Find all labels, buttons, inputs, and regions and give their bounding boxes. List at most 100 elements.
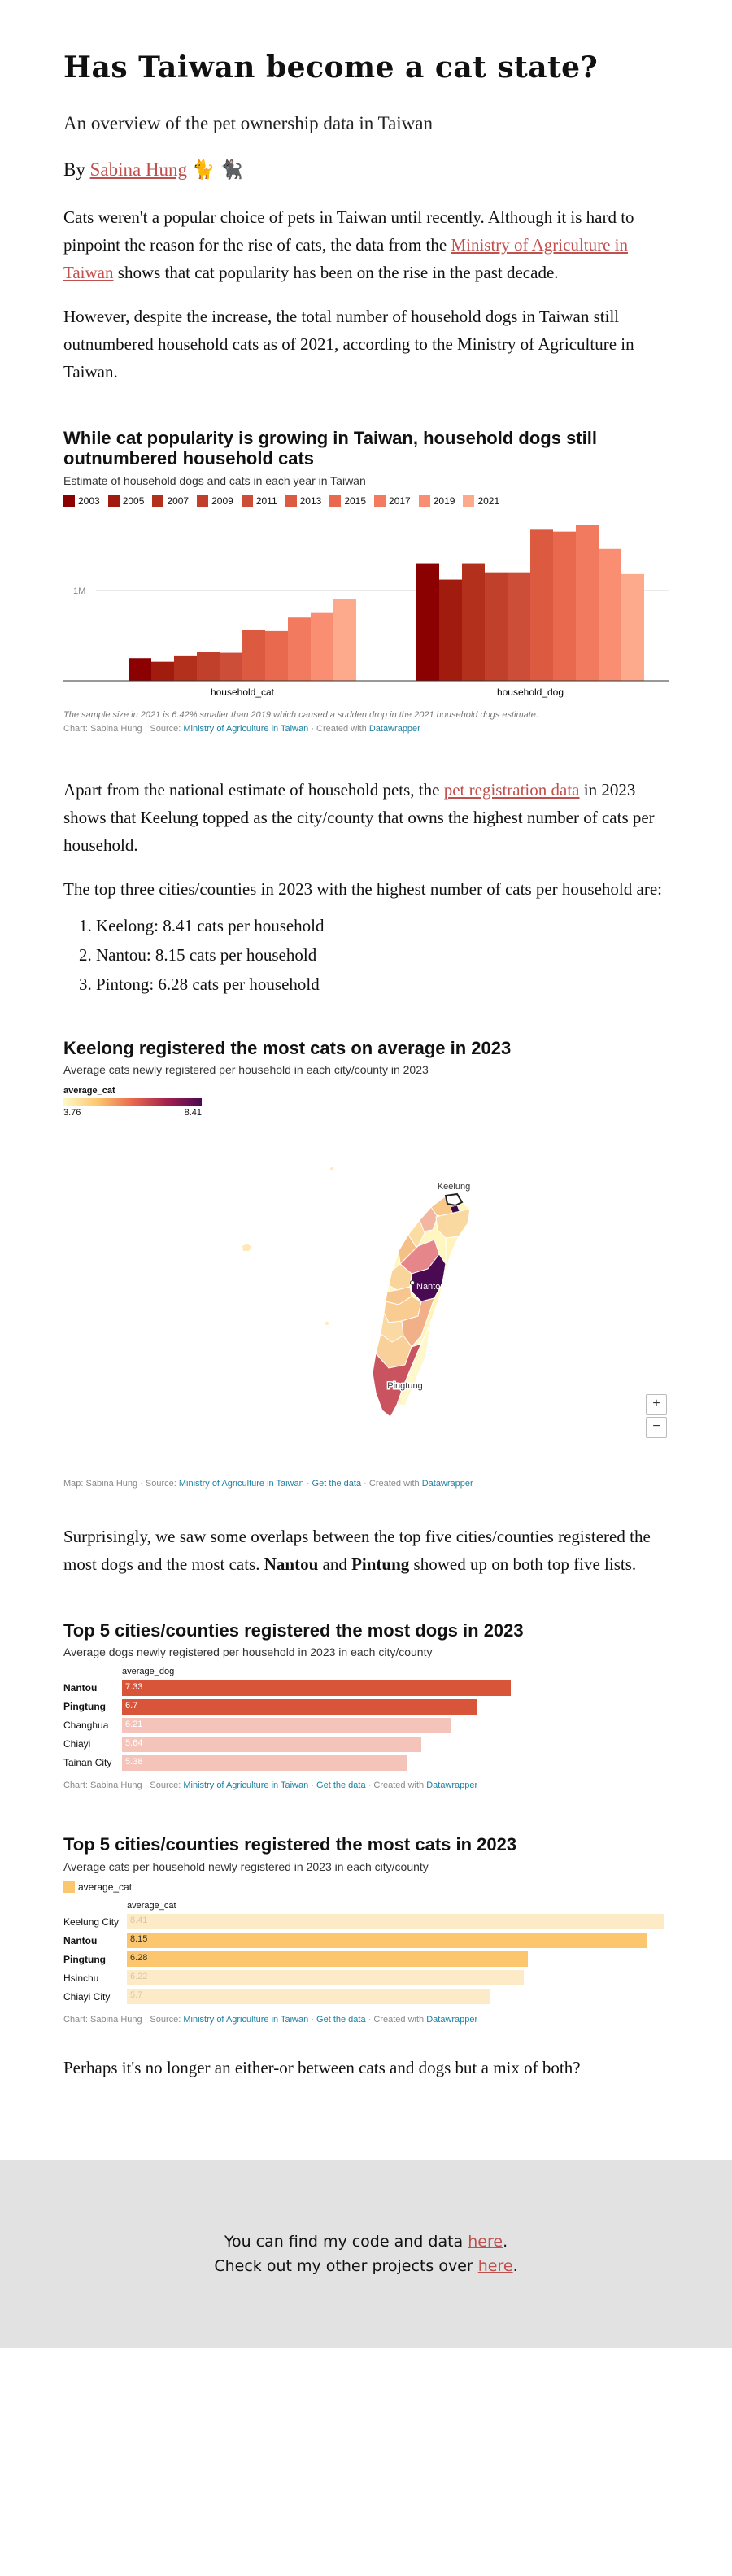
legend-swatch — [107, 495, 120, 507]
footer-text: You can find my code and data — [224, 2232, 464, 2251]
bar[interactable] — [462, 563, 485, 681]
credit-created: · Created with — [368, 1781, 425, 1791]
zoom-out-button[interactable]: − — [646, 1416, 667, 1438]
page-footer: You can find my code and data here. Chec… — [0, 2159, 732, 2348]
datawrapper-link[interactable]: Datawrapper — [368, 723, 420, 734]
legend-swatch — [374, 495, 386, 507]
bar[interactable] — [439, 579, 462, 681]
table-row[interactable]: Pingtung 6.7 — [63, 1698, 519, 1715]
paragraph-dogs: However, despite the increase, the total… — [63, 307, 634, 382]
code-data-link[interactable]: here — [468, 2232, 503, 2251]
table-row[interactable]: Nantou 8.15 — [63, 1933, 669, 1949]
bar[interactable] — [129, 658, 151, 681]
overlap-text-b: showed up on both top five lists. — [413, 1554, 637, 1575]
cats-chart-subtitle: Average cats per household newly registe… — [63, 1859, 429, 1873]
region-keelung[interactable] — [444, 1192, 464, 1207]
table-row[interactable]: Tainan City 5.38 — [63, 1754, 519, 1771]
bar — [122, 1754, 407, 1771]
bar-value: 8.41 — [130, 1916, 148, 1926]
zoom-in-button[interactable]: + — [646, 1393, 667, 1415]
top3-list: Keelong: 8.41 cats per household Nantou:… — [63, 911, 669, 999]
table-row[interactable]: Nantou 7.33 — [63, 1680, 519, 1696]
bar[interactable] — [311, 612, 333, 681]
bar[interactable] — [485, 572, 508, 681]
datawrapper-link[interactable]: Datawrapper — [426, 1781, 478, 1791]
table-row[interactable]: Chiayi City 5.7 — [63, 1989, 669, 2005]
row-label: Pingtung — [63, 1701, 106, 1713]
author-link[interactable]: Sabina Hung — [89, 159, 188, 181]
get-data-link[interactable]: Get the data — [312, 1479, 362, 1489]
source-link[interactable]: Ministry of Agriculture in Taiwan — [183, 1781, 309, 1791]
table-row[interactable]: Keelung City 8.41 — [63, 1914, 669, 1930]
household-bar-chart: 1M household_cat household_dog — [63, 525, 669, 698]
row-label: Chiayi — [63, 1738, 91, 1750]
bar[interactable] — [576, 525, 599, 681]
region-yilan[interactable] — [435, 1208, 471, 1239]
footer-text: Check out my other projects over — [214, 2256, 473, 2275]
bar[interactable] — [508, 572, 530, 681]
registration-link[interactable]: pet registration data — [443, 779, 580, 800]
cats-chart-title: Top 5 cities/counties registered the mos… — [63, 1834, 517, 1855]
list-item: Nantou: 8.15 cats per household — [96, 940, 669, 970]
map-legend-title: average_cat — [63, 1086, 115, 1096]
source-link[interactable]: Ministry of Agriculture in Taiwan — [178, 1479, 304, 1489]
region-taitung[interactable] — [396, 1320, 432, 1406]
bar-value: 6.28 — [130, 1953, 148, 1964]
table-row[interactable]: Changhua 6.21 — [63, 1717, 519, 1733]
legend-label: 2009 — [211, 495, 233, 507]
legend-label: 2015 — [344, 495, 367, 507]
bar[interactable] — [197, 652, 220, 681]
dogs-top5-chart: Top 5 cities/counties registered the mos… — [63, 1620, 669, 1790]
bar[interactable] — [242, 630, 265, 681]
bar-track: 8.15 — [127, 1933, 664, 1949]
overlap-pintung: Pintung — [351, 1554, 410, 1575]
registration-text-a: Apart from the national estimate of hous… — [63, 779, 440, 800]
bar[interactable] — [174, 655, 197, 681]
ministry-link[interactable]: Ministry of Agriculture in Taiwan — [63, 235, 628, 283]
penghu-region[interactable] — [242, 1244, 251, 1252]
bar[interactable] — [530, 529, 553, 681]
legend-label: 2021 — [477, 495, 500, 507]
bar[interactable] — [599, 548, 621, 681]
bar[interactable] — [220, 652, 242, 681]
legend-swatch — [63, 495, 75, 507]
table-row[interactable]: Pingtung 6.28 — [63, 1951, 669, 1968]
bar-value: 7.33 — [125, 1681, 143, 1692]
map-legend-gradient — [63, 1098, 202, 1107]
credit-prefix: Chart: Sabina Hung · Source: — [63, 723, 181, 734]
dogs-chart-credit: Chart: Sabina Hung · Source: Ministry of… — [63, 1781, 669, 1790]
source-link[interactable]: Ministry of Agriculture in Taiwan — [183, 2014, 309, 2025]
bar-track: 8.41 — [127, 1914, 664, 1930]
datawrapper-link[interactable]: Datawrapper — [421, 1479, 473, 1489]
legend-swatch — [463, 495, 475, 507]
row-label: Hsinchu — [63, 1972, 99, 1984]
bar — [122, 1698, 477, 1715]
dogs-chart-subtitle: Average dogs newly registered per househ… — [63, 1645, 433, 1659]
legend-min: 3.76 — [63, 1108, 81, 1118]
paragraph-registration: Apart from the national estimate of hous… — [63, 776, 669, 859]
credit-prefix: Chart: Sabina Hung · Source: — [63, 1781, 181, 1791]
household-chart-title: While cat popularity is growing in Taiwa… — [63, 428, 597, 469]
bar[interactable] — [333, 599, 356, 681]
get-data-link[interactable]: Get the data — [316, 1781, 366, 1791]
bar[interactable] — [265, 630, 288, 681]
credit-created: · Created with — [368, 2014, 425, 2025]
projects-link[interactable]: here — [477, 2256, 513, 2275]
get-data-link[interactable]: Get the data — [316, 2014, 366, 2025]
row-label: Chiayi City — [63, 1990, 111, 2003]
bar[interactable] — [416, 563, 439, 681]
table-row[interactable]: Hsinchu 6.22 — [63, 1970, 669, 1986]
bar[interactable] — [553, 531, 576, 681]
bar-value: 6.7 — [125, 1700, 138, 1711]
row-label: Changhua — [63, 1720, 109, 1732]
bar-track: 6.22 — [127, 1970, 664, 1986]
legend-label: 2017 — [389, 495, 411, 507]
bar[interactable] — [621, 573, 644, 681]
bar[interactable] — [151, 661, 174, 681]
table-row[interactable]: Chiayi 5.64 — [63, 1736, 519, 1752]
source-link[interactable]: Ministry of Agriculture in Taiwan — [183, 723, 309, 734]
taiwan-map[interactable]: Keelung Nantou Pingtung — [63, 1124, 669, 1475]
datawrapper-link[interactable]: Datawrapper — [426, 2014, 478, 2025]
bar[interactable] — [288, 617, 311, 681]
household-chart-legend: 2003 2005 2007 2009 2011 2013 2015 2017 2019 2021 — [63, 495, 669, 507]
